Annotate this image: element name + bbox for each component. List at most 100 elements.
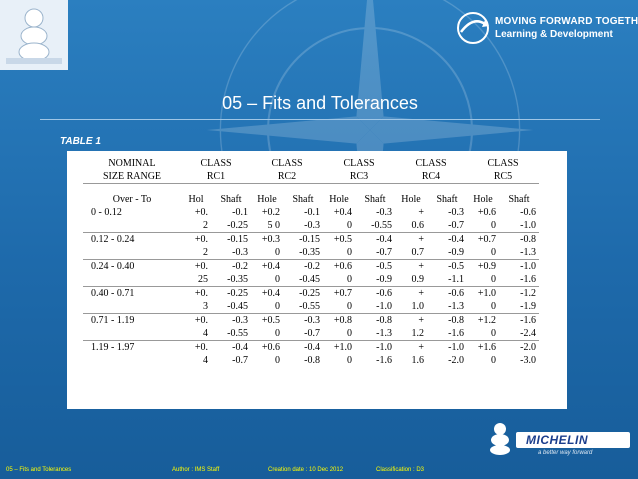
hole-cell: + xyxy=(395,232,427,246)
size-range-cell xyxy=(83,273,181,287)
hole-cell: 0 xyxy=(347,274,352,285)
shaft-cell: -1.3 xyxy=(448,301,464,312)
subheader-shaft: Shaft xyxy=(220,194,242,205)
footer-title: 05 – Fits and Tolerances xyxy=(6,467,72,473)
header-rc1: RC1 xyxy=(206,171,226,182)
shaft-cell: -0.8 xyxy=(499,232,539,246)
subheader-shaft: Shaft xyxy=(508,194,530,205)
shaft-cell: -0.35 xyxy=(299,247,320,258)
size-range-cell xyxy=(83,219,181,233)
shaft-cell: -0.2 xyxy=(211,259,251,273)
shaft-cell: -1.0 xyxy=(355,340,395,354)
michelin-wordmark: MICHELIN xyxy=(526,433,588,447)
hole-cell: 0 xyxy=(347,247,352,258)
hole-cell: 0 xyxy=(275,301,280,312)
shaft-cell: -0.6 xyxy=(427,286,467,300)
size-range-cell: 1.19 - 1.97 xyxy=(83,340,181,354)
header-class-1: CLASS xyxy=(200,158,232,169)
table-spacer-row xyxy=(83,183,539,193)
hole-cell: +0. xyxy=(181,340,211,354)
hole-cell: + xyxy=(418,207,424,218)
hole-cell: 0 xyxy=(491,355,496,366)
shaft-cell: -1.0 xyxy=(499,259,539,273)
size-range-cell xyxy=(83,300,181,314)
hole-cell: 0 xyxy=(275,328,280,339)
size-range-cell: 0.71 - 1.19 xyxy=(83,313,181,327)
hole-cell: 0 xyxy=(491,220,496,231)
hole-cell: +0.5 xyxy=(251,313,283,327)
hole-cell: +1.6 xyxy=(467,340,499,354)
hole-cell: 2 xyxy=(203,247,208,258)
hole-cell: +0. xyxy=(181,313,211,327)
table-subheader-row: Over - To Hol Shaft Hole Shaft Hole Shaf… xyxy=(83,193,539,206)
header-rc5: RC5 xyxy=(493,171,513,182)
michelin-tagline: a better way forward xyxy=(538,450,593,456)
hole-cell: 2 xyxy=(203,220,208,231)
subheader-hole: Hole xyxy=(401,194,421,205)
tolerance-table-panel: NOMINAL CLASS CLASS CLASS CLASS CLASS SI… xyxy=(67,151,567,409)
hole-cell: 0 xyxy=(491,247,496,258)
size-range-cell: 0.24 - 0.40 xyxy=(83,259,181,273)
shaft-cell: -0.3 xyxy=(232,247,248,258)
size-range-cell: 0 - 0.12 xyxy=(91,207,122,218)
hole-cell: 5 0 xyxy=(267,220,281,231)
shaft-cell: -0.25 xyxy=(227,220,248,231)
shaft-cell: -0.15 xyxy=(283,232,323,246)
header-class-5: CLASS xyxy=(487,158,519,169)
header-class-3: CLASS xyxy=(343,158,375,169)
shaft-cell: -0.7 xyxy=(448,220,464,231)
table-row: 2 -0.25 5 0 -0.3 0 -0.55 0.6 -0.7 0 -1.0 xyxy=(83,219,539,233)
hole-cell: +0.8 xyxy=(323,313,355,327)
subheader-hole: Hole xyxy=(329,194,349,205)
subheader-hole: Hole xyxy=(257,194,277,205)
shaft-cell: -1.0 xyxy=(376,301,392,312)
shaft-cell: -1.2 xyxy=(499,286,539,300)
size-range-cell: 0.40 - 0.71 xyxy=(83,286,181,300)
hole-cell: 0 xyxy=(491,301,496,312)
size-range-cell xyxy=(83,354,181,367)
shaft-cell: -0.9 xyxy=(376,274,392,285)
hole-cell: 25 xyxy=(198,274,208,285)
hole-cell: + xyxy=(395,340,427,354)
hole-cell: +0.2 xyxy=(261,207,280,218)
hole-cell: +1.0 xyxy=(323,340,355,354)
shaft-cell: -1.1 xyxy=(448,274,464,285)
shaft-cell: -1.3 xyxy=(520,247,536,258)
shaft-cell: -0.6 xyxy=(355,286,395,300)
header-rc3: RC3 xyxy=(349,171,369,182)
shaft-cell: -0.4 xyxy=(355,232,395,246)
hole-cell: 0 xyxy=(347,220,352,231)
shaft-cell: -2.4 xyxy=(520,328,536,339)
shaft-cell: -1.6 xyxy=(499,313,539,327)
hole-cell: 3 xyxy=(203,301,208,312)
hole-cell: + xyxy=(395,313,427,327)
hole-cell: 1.6 xyxy=(411,355,425,366)
bibendum-icon xyxy=(490,423,510,455)
michelin-man-logo xyxy=(0,0,68,70)
shaft-cell: -0.3 xyxy=(304,220,320,231)
hole-cell: +0.4 xyxy=(251,286,283,300)
hole-cell: + xyxy=(395,259,427,273)
hole-cell: 4 xyxy=(203,328,208,339)
shaft-cell: -0.8 xyxy=(304,355,320,366)
shaft-cell: -1.3 xyxy=(376,328,392,339)
hole-cell: 0 xyxy=(347,301,352,312)
table-row: 0.12 - 0.24 +0. -0.15 +0.3 -0.15 +0.5 -0.4 + -0.… xyxy=(83,232,539,246)
hole-cell: +0.7 xyxy=(467,232,499,246)
hole-cell: +0. xyxy=(194,207,208,218)
hole-cell: 0 xyxy=(347,355,352,366)
shaft-cell: -0.7 xyxy=(304,328,320,339)
shaft-cell: -0.55 xyxy=(371,220,392,231)
hole-cell: +0. xyxy=(181,232,211,246)
shaft-cell: -1.6 xyxy=(520,274,536,285)
hole-cell: +1.2 xyxy=(467,313,499,327)
hole-cell: 0 xyxy=(275,247,280,258)
hole-cell: 0.7 xyxy=(411,247,425,258)
hole-cell: +0. xyxy=(181,286,211,300)
globe-arrow-icon xyxy=(457,12,489,44)
hole-cell: +1.0 xyxy=(467,286,499,300)
shaft-cell: -0.9 xyxy=(448,247,464,258)
table-row: 0.24 - 0.40 +0. -0.2 +0.4 -0.2 +0.6 -0.5 + -0.5 +… xyxy=(83,259,539,273)
hole-cell: 4 xyxy=(203,355,208,366)
shaft-cell: -0.7 xyxy=(232,355,248,366)
